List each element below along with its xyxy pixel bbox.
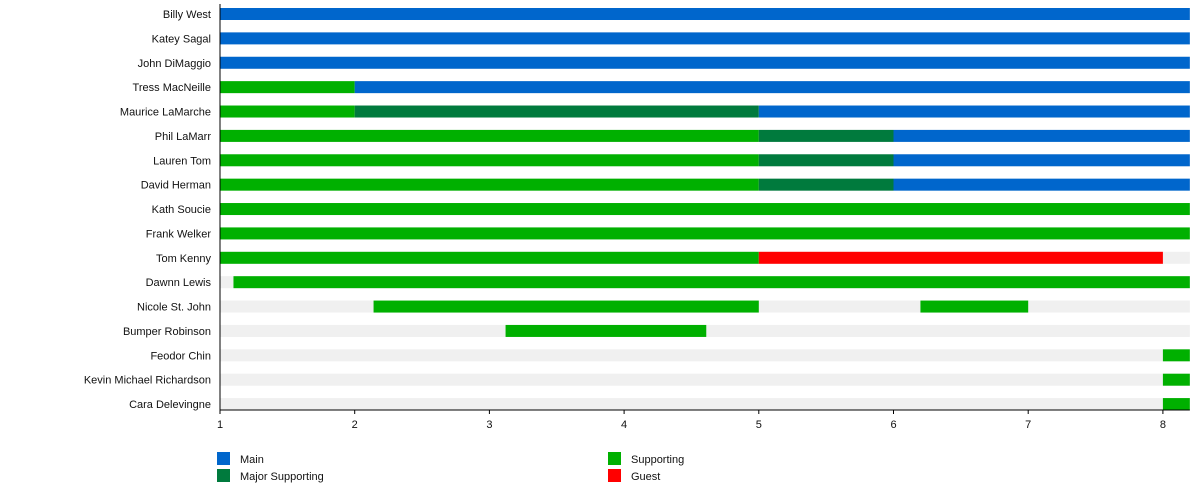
bar-segment-supporting [373, 300, 759, 313]
bar-segment-major-supporting [354, 105, 759, 118]
bar-segment-supporting [220, 81, 355, 94]
row-label: Cara Delevingne [129, 399, 211, 411]
bar-segment-supporting [233, 276, 1190, 289]
x-tick-label: 3 [486, 419, 492, 431]
legend-label: Main [240, 454, 264, 466]
x-tick-label: 1 [217, 419, 223, 431]
row-background-bar [220, 349, 1190, 362]
bar-segment-main [220, 56, 1190, 69]
row-label: Lauren Tom [153, 155, 211, 167]
row-label: Billy West [163, 9, 211, 21]
row-label: Kevin Michael Richardson [84, 375, 211, 387]
row-label: David Herman [141, 180, 211, 192]
legend-swatch-main [217, 452, 230, 465]
row-background-bar [220, 398, 1190, 411]
legend-label: Supporting [631, 454, 684, 466]
bar-segment-major-supporting [758, 129, 894, 142]
row-label: Bumper Robinson [123, 326, 211, 338]
bar-segment-main [893, 154, 1190, 167]
legend-label: Major Supporting [240, 471, 324, 483]
bar-segment-supporting [505, 324, 707, 337]
row-label: Frank Welker [146, 228, 212, 240]
bar-segment-supporting [220, 129, 759, 142]
row-label: John DiMaggio [138, 58, 211, 70]
x-tick-label: 6 [890, 419, 896, 431]
bar-segment-guest [758, 251, 1163, 264]
bar-segment-supporting [1162, 373, 1190, 386]
legend-swatch-guest [608, 469, 621, 482]
row-label: Kath Soucie [152, 204, 211, 216]
x-tick-label: 5 [756, 419, 762, 431]
row-background-bar [220, 373, 1190, 386]
bar-segment-main [893, 178, 1190, 191]
bar-segment-main [220, 32, 1190, 45]
bar-segment-major-supporting [758, 178, 894, 191]
x-tick-label: 7 [1025, 419, 1031, 431]
bar-segment-supporting [220, 105, 355, 118]
bar-segment-supporting [1162, 349, 1190, 362]
x-tick-label: 4 [621, 419, 627, 431]
row-label: Katey Sagal [152, 33, 211, 45]
bar-segment-main [354, 81, 1190, 94]
bar-segment-supporting [1162, 398, 1190, 411]
row-label: Tom Kenny [156, 253, 212, 265]
x-tick-label: 8 [1160, 419, 1166, 431]
row-label: Nicole St. John [137, 302, 211, 314]
x-tick-label: 2 [352, 419, 358, 431]
bar-segment-supporting [220, 251, 759, 264]
bar-segment-main [893, 129, 1190, 142]
row-label: Tress MacNeille [133, 82, 211, 94]
bar-segment-major-supporting [758, 154, 894, 167]
bar-segment-supporting [220, 203, 1190, 216]
legend-label: Guest [631, 471, 660, 483]
bar-segment-main [220, 8, 1190, 20]
row-label: Dawnn Lewis [146, 277, 212, 289]
bar-segment-main [758, 105, 1190, 118]
legend-swatch-supporting [608, 452, 621, 465]
row-label: Feodor Chin [150, 350, 211, 362]
legend-swatch-major-supporting [217, 469, 230, 482]
row-label: Phil LaMarr [155, 131, 212, 143]
bar-segment-supporting [220, 227, 1190, 240]
bar-segment-supporting [220, 154, 759, 167]
bar-segment-supporting [220, 178, 759, 191]
row-label: Maurice LaMarche [120, 107, 211, 119]
bar-segment-supporting [920, 300, 1029, 313]
